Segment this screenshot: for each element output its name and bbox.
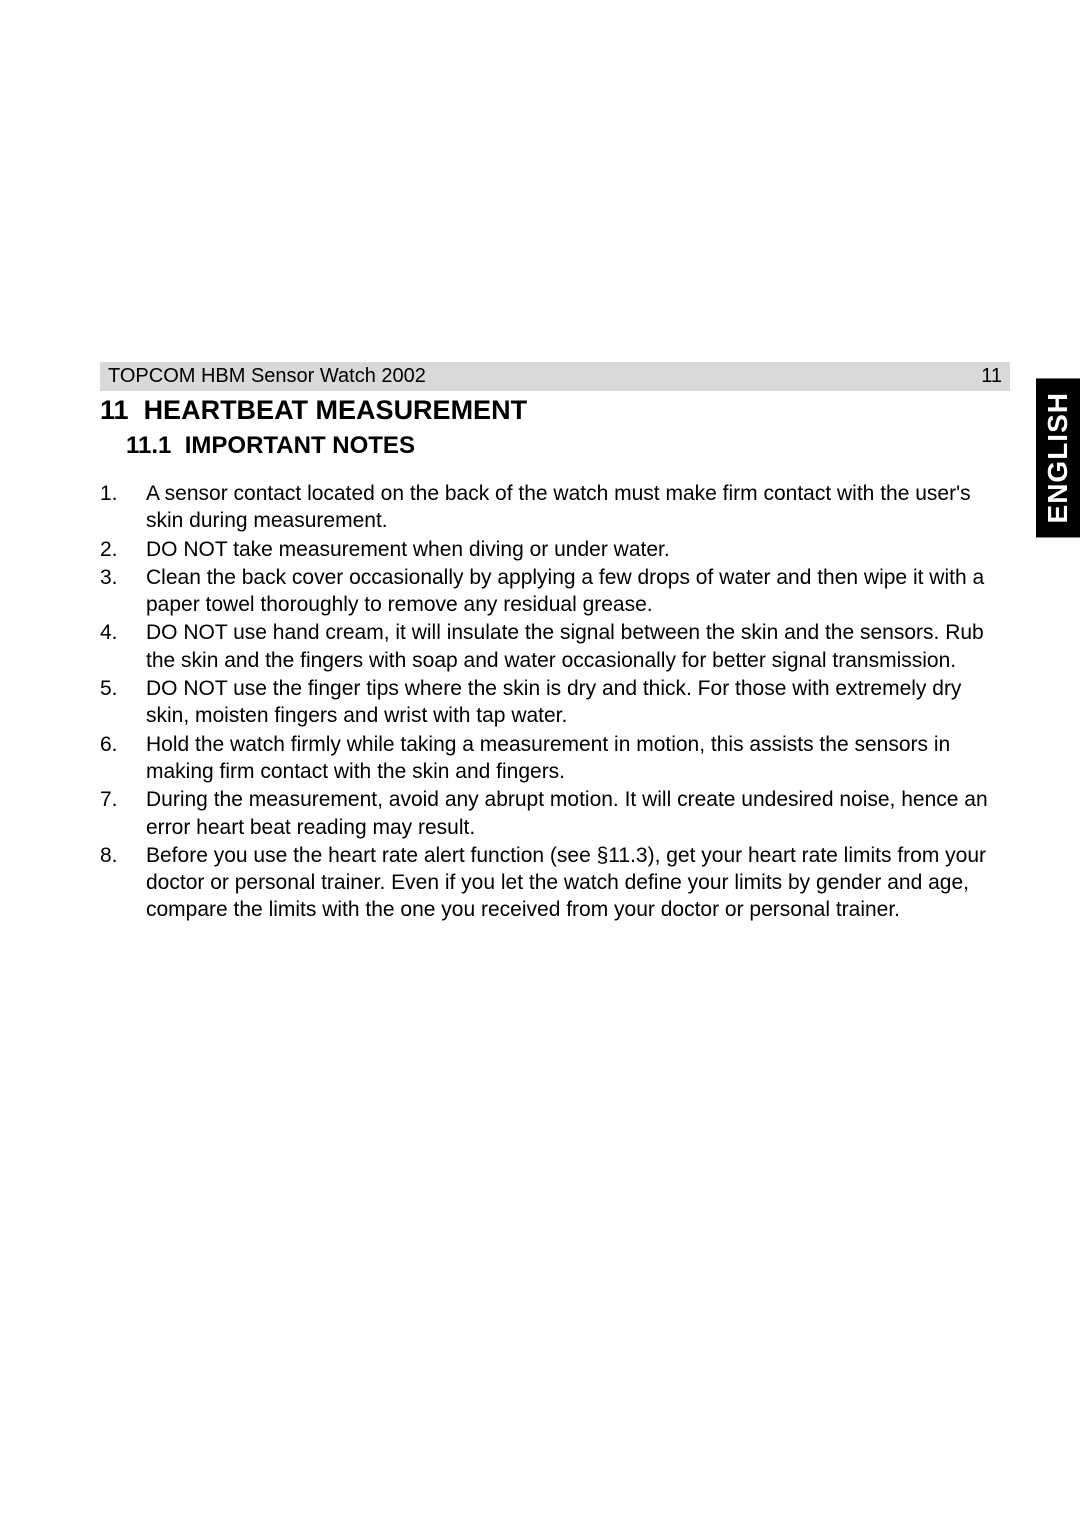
note-number: 3. [100, 564, 146, 619]
section-title: 11 HEARTBEAT MEASUREMENT [100, 395, 1010, 426]
list-item: 6. Hold the watch firmly while taking a … [100, 731, 1010, 786]
note-number: 1. [100, 480, 146, 535]
language-tab: ENGLISH [1036, 378, 1080, 537]
note-text: A sensor contact located on the back of … [146, 480, 1010, 535]
note-number: 7. [100, 786, 146, 841]
header-bar: TOPCOM HBM Sensor Watch 2002 11 [100, 362, 1010, 391]
list-item: 8. Before you use the heart rate alert f… [100, 842, 1010, 924]
note-text: During the measurement, avoid any abrupt… [146, 786, 1010, 841]
list-item: 4. DO NOT use hand cream, it will insula… [100, 619, 1010, 674]
list-item: 7. During the measurement, avoid any abr… [100, 786, 1010, 841]
section-title-text: HEARTBEAT MEASUREMENT [144, 395, 528, 425]
subsection-title-text: IMPORTANT NOTES [185, 432, 415, 459]
section-number: 11 [100, 395, 129, 425]
note-number: 6. [100, 731, 146, 786]
note-text: DO NOT use hand cream, it will insulate … [146, 619, 1010, 674]
note-number: 8. [100, 842, 146, 924]
header-page-number: 11 [981, 365, 1002, 388]
note-text: Before you use the heart rate alert func… [146, 842, 1010, 924]
page-content: TOPCOM HBM Sensor Watch 2002 11 11 HEART… [100, 362, 1010, 1528]
list-item: 2. DO NOT take measurement when diving o… [100, 536, 1010, 563]
subsection-title: 11.1 IMPORTANT NOTES [126, 432, 1010, 460]
subsection-number: 11.1 [126, 432, 171, 459]
note-text: Clean the back cover occasionally by app… [146, 564, 1010, 619]
note-text: Hold the watch firmly while taking a mea… [146, 731, 1010, 786]
list-item: 1. A sensor contact located on the back … [100, 480, 1010, 535]
notes-list: 1. A sensor contact located on the back … [100, 480, 1010, 924]
note-text: DO NOT use the finger tips where the ski… [146, 675, 1010, 730]
note-number: 5. [100, 675, 146, 730]
note-text: DO NOT take measurement when diving or u… [146, 536, 1010, 563]
list-item: 5. DO NOT use the finger tips where the … [100, 675, 1010, 730]
note-number: 2. [100, 536, 146, 563]
list-item: 3. Clean the back cover occasionally by … [100, 564, 1010, 619]
header-title: TOPCOM HBM Sensor Watch 2002 [108, 365, 426, 388]
note-number: 4. [100, 619, 146, 674]
